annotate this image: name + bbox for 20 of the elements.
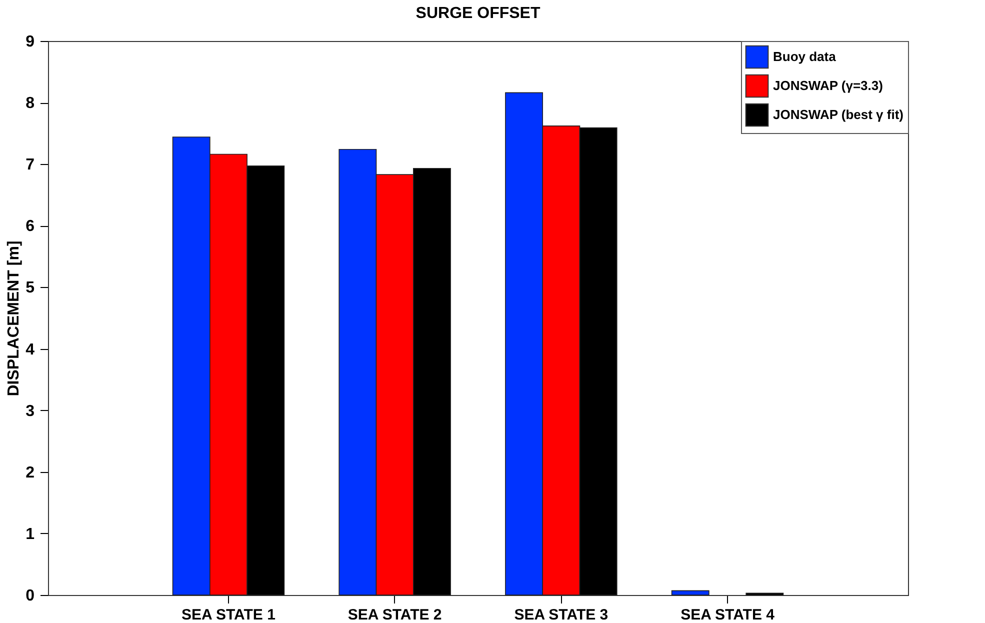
y-tick-label: 3: [26, 402, 35, 420]
x-tick-label: SEA STATE 3: [514, 606, 608, 623]
legend-label: JONSWAP (best γ fit): [773, 107, 904, 122]
y-tick-label: 0: [26, 588, 35, 604]
y-tick-label: 4: [26, 341, 35, 358]
y-tick-label: 9: [26, 34, 35, 50]
bar: [671, 590, 710, 596]
y-tick-label: 8: [26, 95, 35, 112]
y-tick-label: 1: [26, 526, 35, 543]
y-axis-title: DISPLACEMENT [m]: [6, 240, 23, 396]
legend-label: JONSWAP (γ=3.3): [773, 78, 883, 93]
x-tick-label: SEA STATE 2: [348, 606, 442, 623]
x-tick-label: SEA STATE 4: [680, 606, 776, 623]
y-tick-label: 5: [26, 280, 35, 297]
y-tick-label: 2: [26, 464, 35, 482]
x-tick-label: SEA STATE 1: [182, 606, 276, 623]
y-tick-label: 7: [26, 156, 35, 174]
legend-label: Buoy data: [773, 49, 837, 64]
y-tick-label: 6: [26, 218, 35, 236]
chart-title: SURGE OFFSET: [416, 5, 540, 22]
